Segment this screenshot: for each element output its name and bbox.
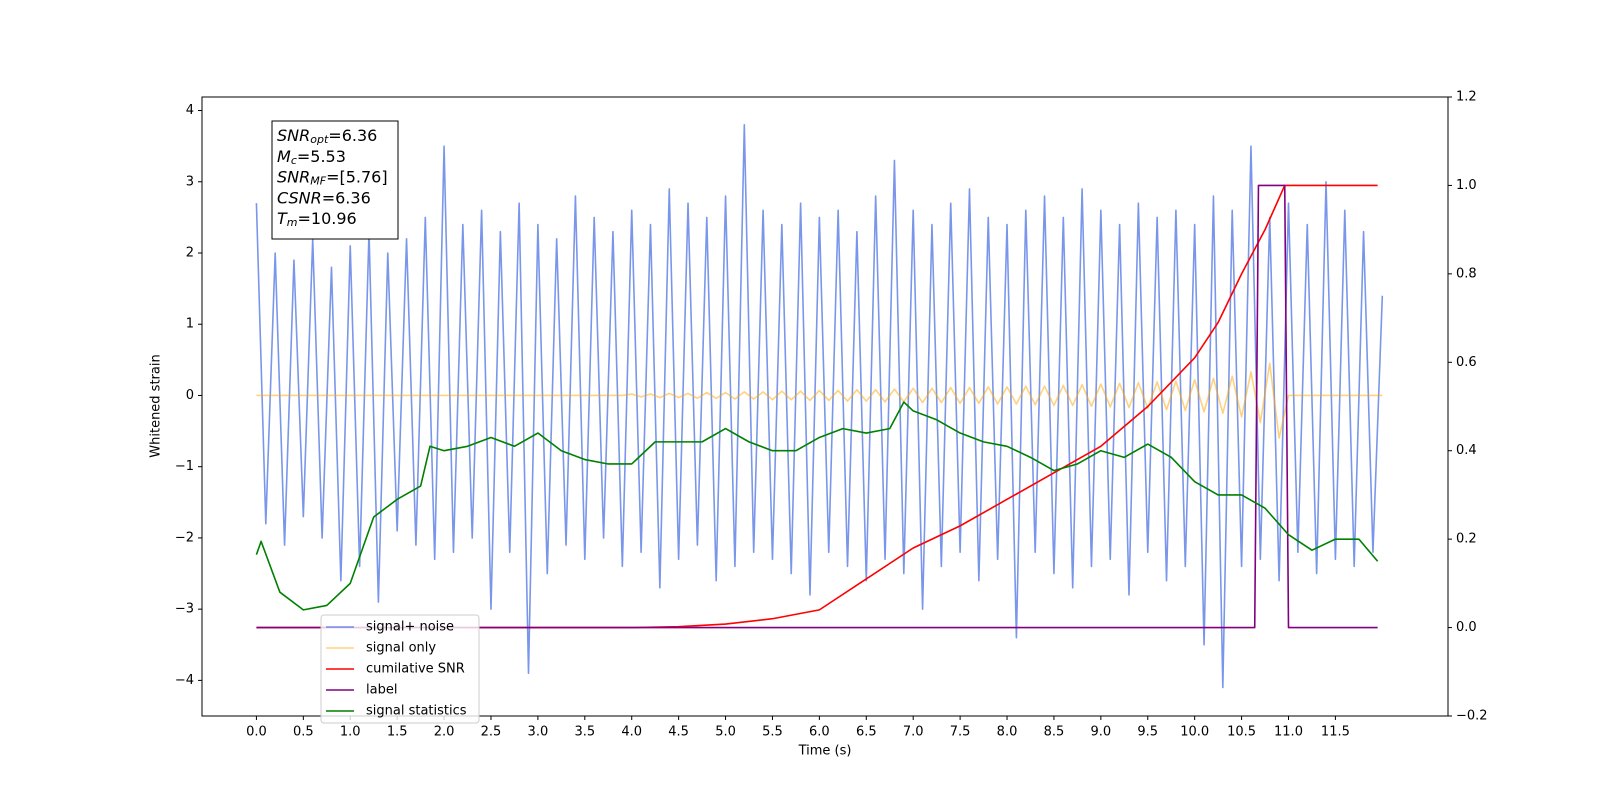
x-tick-label: 7.0 bbox=[903, 725, 924, 740]
x-tick-label: 8.0 bbox=[997, 725, 1018, 740]
y2-tick-label: 0.0 bbox=[1456, 620, 1477, 635]
x-tick-label: 9.0 bbox=[1091, 725, 1112, 740]
x-tick-label: 11.0 bbox=[1274, 725, 1303, 740]
y2-tick-label: −0.2 bbox=[1456, 709, 1488, 724]
legend-box bbox=[320, 614, 480, 724]
annotation-text: =[5.76] bbox=[326, 167, 388, 186]
annotation-box bbox=[271, 120, 399, 240]
annotation-symbol: SNR bbox=[277, 167, 310, 186]
x-tick-label: 0.5 bbox=[293, 725, 314, 740]
y2-tick-label: 0.8 bbox=[1456, 266, 1477, 281]
y2-tick-label: 0.6 bbox=[1456, 355, 1477, 370]
x-tick-label: 9.5 bbox=[1137, 725, 1158, 740]
x-tick-label: 0.0 bbox=[246, 725, 267, 740]
annotation: Mc=5.53 bbox=[277, 146, 346, 167]
plot-frame bbox=[201, 96, 1449, 717]
x-axis-label: Time (s) bbox=[798, 744, 852, 759]
y-tick-label: −1 bbox=[175, 459, 194, 474]
x-tick-label: 2.0 bbox=[434, 725, 455, 740]
y-tick-label: −3 bbox=[175, 602, 194, 617]
y-tick-label: 3 bbox=[186, 174, 194, 189]
annotation-subscript: opt bbox=[310, 133, 329, 146]
annotation-subscript: MF bbox=[310, 175, 326, 188]
y-tick-label: 0 bbox=[186, 388, 194, 403]
legend-label: signal+ noise bbox=[366, 620, 454, 635]
x-tick-label: 4.5 bbox=[668, 725, 689, 740]
x-tick-label: 6.5 bbox=[856, 725, 877, 740]
annotation-symbol: CSNR bbox=[277, 188, 322, 207]
y-tick-label: 4 bbox=[186, 103, 194, 118]
y-axis-label: Whitened strain bbox=[149, 354, 164, 457]
series-line bbox=[255, 123, 1384, 689]
legend-label: signal only bbox=[366, 641, 436, 656]
x-tick-label: 2.5 bbox=[481, 725, 502, 740]
annotation-symbol: M bbox=[277, 146, 291, 165]
annotation-text: =6.36 bbox=[322, 188, 371, 207]
x-tick-label: 1.5 bbox=[387, 725, 408, 740]
series-line bbox=[256, 184, 1378, 629]
legend-label: signal statistics bbox=[366, 704, 467, 719]
annotation-symbol: SNR bbox=[277, 126, 310, 145]
y2-tick-label: 1.2 bbox=[1456, 90, 1477, 105]
y2-tick-label: 1.0 bbox=[1456, 178, 1477, 193]
legend-label: label bbox=[366, 683, 397, 698]
series-line bbox=[256, 362, 1383, 439]
x-tick-label: 10.0 bbox=[1180, 725, 1209, 740]
annotation-subscript: c bbox=[291, 154, 297, 167]
y2-tick-label: 0.2 bbox=[1456, 532, 1477, 547]
y-tick-label: −4 bbox=[175, 673, 194, 688]
annotation-subscript: m bbox=[287, 216, 298, 229]
legend-label: cumilative SNR bbox=[366, 662, 465, 677]
annotation-text: =6.36 bbox=[328, 126, 377, 145]
x-tick-label: 3.5 bbox=[574, 725, 595, 740]
x-tick-label: 5.0 bbox=[715, 725, 736, 740]
x-tick-label: 7.5 bbox=[950, 725, 971, 740]
x-tick-label: 5.5 bbox=[762, 725, 783, 740]
annotation: CSNR=6.36 bbox=[277, 188, 371, 207]
x-tick-label: 6.0 bbox=[809, 725, 830, 740]
x-tick-label: 11.5 bbox=[1321, 725, 1350, 740]
y2-tick-label: 0.4 bbox=[1456, 443, 1477, 458]
series-line bbox=[256, 184, 1378, 629]
annotation-symbol: T bbox=[277, 209, 288, 228]
annotation-text: =5.53 bbox=[297, 146, 346, 165]
annotation-text: =10.96 bbox=[298, 209, 357, 228]
x-tick-label: 4.0 bbox=[621, 725, 642, 740]
series-line bbox=[255, 401, 1379, 611]
x-tick-label: 10.5 bbox=[1227, 725, 1256, 740]
annotation: SNRopt=6.36 bbox=[277, 126, 377, 147]
x-tick-label: 8.5 bbox=[1044, 725, 1065, 740]
y-tick-label: 1 bbox=[186, 317, 194, 332]
y-tick-label: −2 bbox=[175, 530, 194, 545]
x-tick-label: 3.0 bbox=[528, 725, 549, 740]
annotation: SNRMF=[5.76] bbox=[277, 167, 388, 188]
x-tick-label: 1.0 bbox=[340, 725, 361, 740]
y-tick-label: 2 bbox=[186, 245, 194, 260]
annotation: Tm=10.96 bbox=[277, 209, 357, 230]
